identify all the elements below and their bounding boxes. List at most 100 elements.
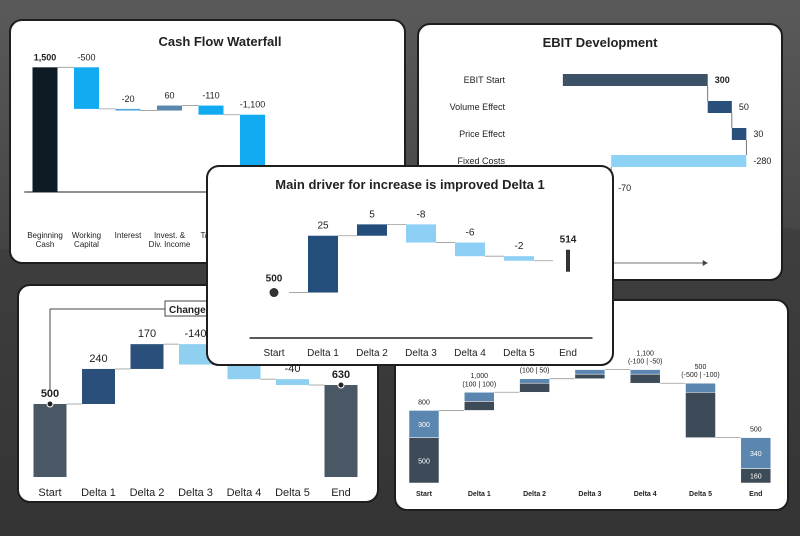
x-tick-label: Delta 5 [275, 487, 310, 499]
bar-segment [629, 369, 661, 375]
bar [731, 128, 747, 140]
y-tick-label: Volume Effect [450, 102, 506, 112]
x-tick-label: Delta 4 [454, 348, 486, 359]
x-tick-label: Delta 1 [307, 348, 339, 359]
bar [198, 105, 224, 115]
segment-label: 500 [418, 458, 430, 465]
value-label: 1,500 [34, 52, 57, 62]
bar-segment [408, 410, 440, 438]
bar [707, 101, 732, 113]
value-label: 800 [418, 399, 430, 406]
bar [406, 224, 436, 243]
x-tick-label: Delta 4 [227, 487, 262, 499]
bar [33, 404, 67, 477]
value-label: -1,100 [240, 100, 266, 110]
bar [32, 67, 58, 193]
value-label: -2 [515, 241, 524, 252]
chart-title: EBIT Development [543, 35, 659, 50]
x-tick-label: Start [416, 491, 433, 498]
bar-segment [629, 373, 661, 384]
x-tick-label: Delta 4 [634, 491, 657, 498]
x-tick-label: Delta 3 [178, 487, 213, 499]
annotation: Change: +130 [169, 305, 235, 316]
x-tick-label: Start [263, 348, 284, 359]
value-label: -6 [466, 228, 475, 239]
x-tick-label: End [749, 491, 762, 498]
bar [357, 224, 387, 236]
bar [324, 385, 358, 477]
total-dot [337, 381, 345, 389]
bar [157, 105, 182, 111]
total-dot [46, 400, 54, 408]
bar [179, 344, 212, 365]
value-label: -40 [285, 363, 301, 375]
value-label: 500 [41, 388, 59, 400]
value-label: 50 [739, 102, 749, 112]
value-label: 514 [560, 235, 577, 246]
value-label: 170 [138, 328, 156, 340]
x-tick-label: Working Capital [72, 231, 101, 249]
bar-segment [574, 373, 606, 379]
x-tick-label: Interest [115, 231, 142, 240]
value-label: -8 [417, 209, 426, 220]
bar [227, 364, 261, 380]
x-tick-label: Delta 1 [81, 487, 116, 499]
value-label: 1,000 (100 | 100) [462, 373, 496, 388]
bar-segment [464, 401, 495, 411]
bar-segment [685, 392, 716, 438]
value-label: 60 [164, 91, 174, 101]
bar [455, 242, 485, 257]
bar [562, 74, 708, 86]
arrow-head [702, 260, 708, 266]
bar-segment [740, 437, 772, 469]
x-tick-label: Beginning Cash [27, 231, 63, 249]
value-label: 300 [715, 75, 730, 85]
segment-label: 160 [750, 474, 762, 481]
value-label: -110 [202, 91, 219, 101]
x-tick-label: Delta 2 [356, 348, 388, 359]
card [206, 165, 614, 366]
bar [276, 379, 309, 386]
bar [130, 344, 164, 369]
x-tick-label: End [559, 348, 577, 359]
bar-segment [464, 392, 495, 402]
bar-segment [519, 378, 550, 384]
value-label: -140 [184, 328, 206, 340]
segment-label: 300 [418, 422, 430, 429]
x-tick-label: Delta 3 [578, 491, 601, 498]
bar [308, 235, 338, 293]
x-tick-label: Delta 5 [503, 348, 535, 359]
end-marker [566, 249, 570, 272]
bar-segment [519, 382, 550, 393]
start-marker [269, 288, 279, 298]
bar-segment [408, 437, 440, 484]
bar [115, 108, 141, 111]
value-label: -500 [77, 52, 95, 62]
x-tick-label: End [331, 487, 351, 499]
value-label: -20 [121, 94, 134, 104]
value-label: 500 (-500 | -100) [681, 364, 719, 379]
value-label: 500 [266, 274, 283, 285]
bar-segment [685, 382, 716, 393]
value-label: -70 [618, 183, 631, 193]
x-tick-label: Delta 3 [405, 348, 437, 359]
x-tick-label: Delta 5 [689, 491, 712, 498]
x-tick-label: Start [38, 487, 61, 499]
value-label: 500 [750, 427, 762, 434]
bar-segment [574, 369, 606, 375]
y-tick-label: Price Effect [459, 129, 505, 139]
x-tick-label: Invest. & Div. Income [149, 231, 191, 249]
value-label: 25 [317, 221, 329, 232]
value-label: 630 [332, 369, 350, 381]
bar [82, 368, 115, 404]
x-tick-label: Delta 2 [130, 487, 165, 499]
chart-title: Cash Flow Waterfall [158, 34, 281, 49]
x-tick-label: Delta 2 [523, 491, 546, 498]
value-label: -280 [753, 156, 771, 166]
segment-label: 340 [750, 451, 762, 458]
value-label: 1,100 (-100 | -50) [628, 351, 663, 366]
bar [74, 67, 99, 109]
bar [504, 256, 534, 261]
y-tick-label: EBIT Start [464, 75, 506, 85]
